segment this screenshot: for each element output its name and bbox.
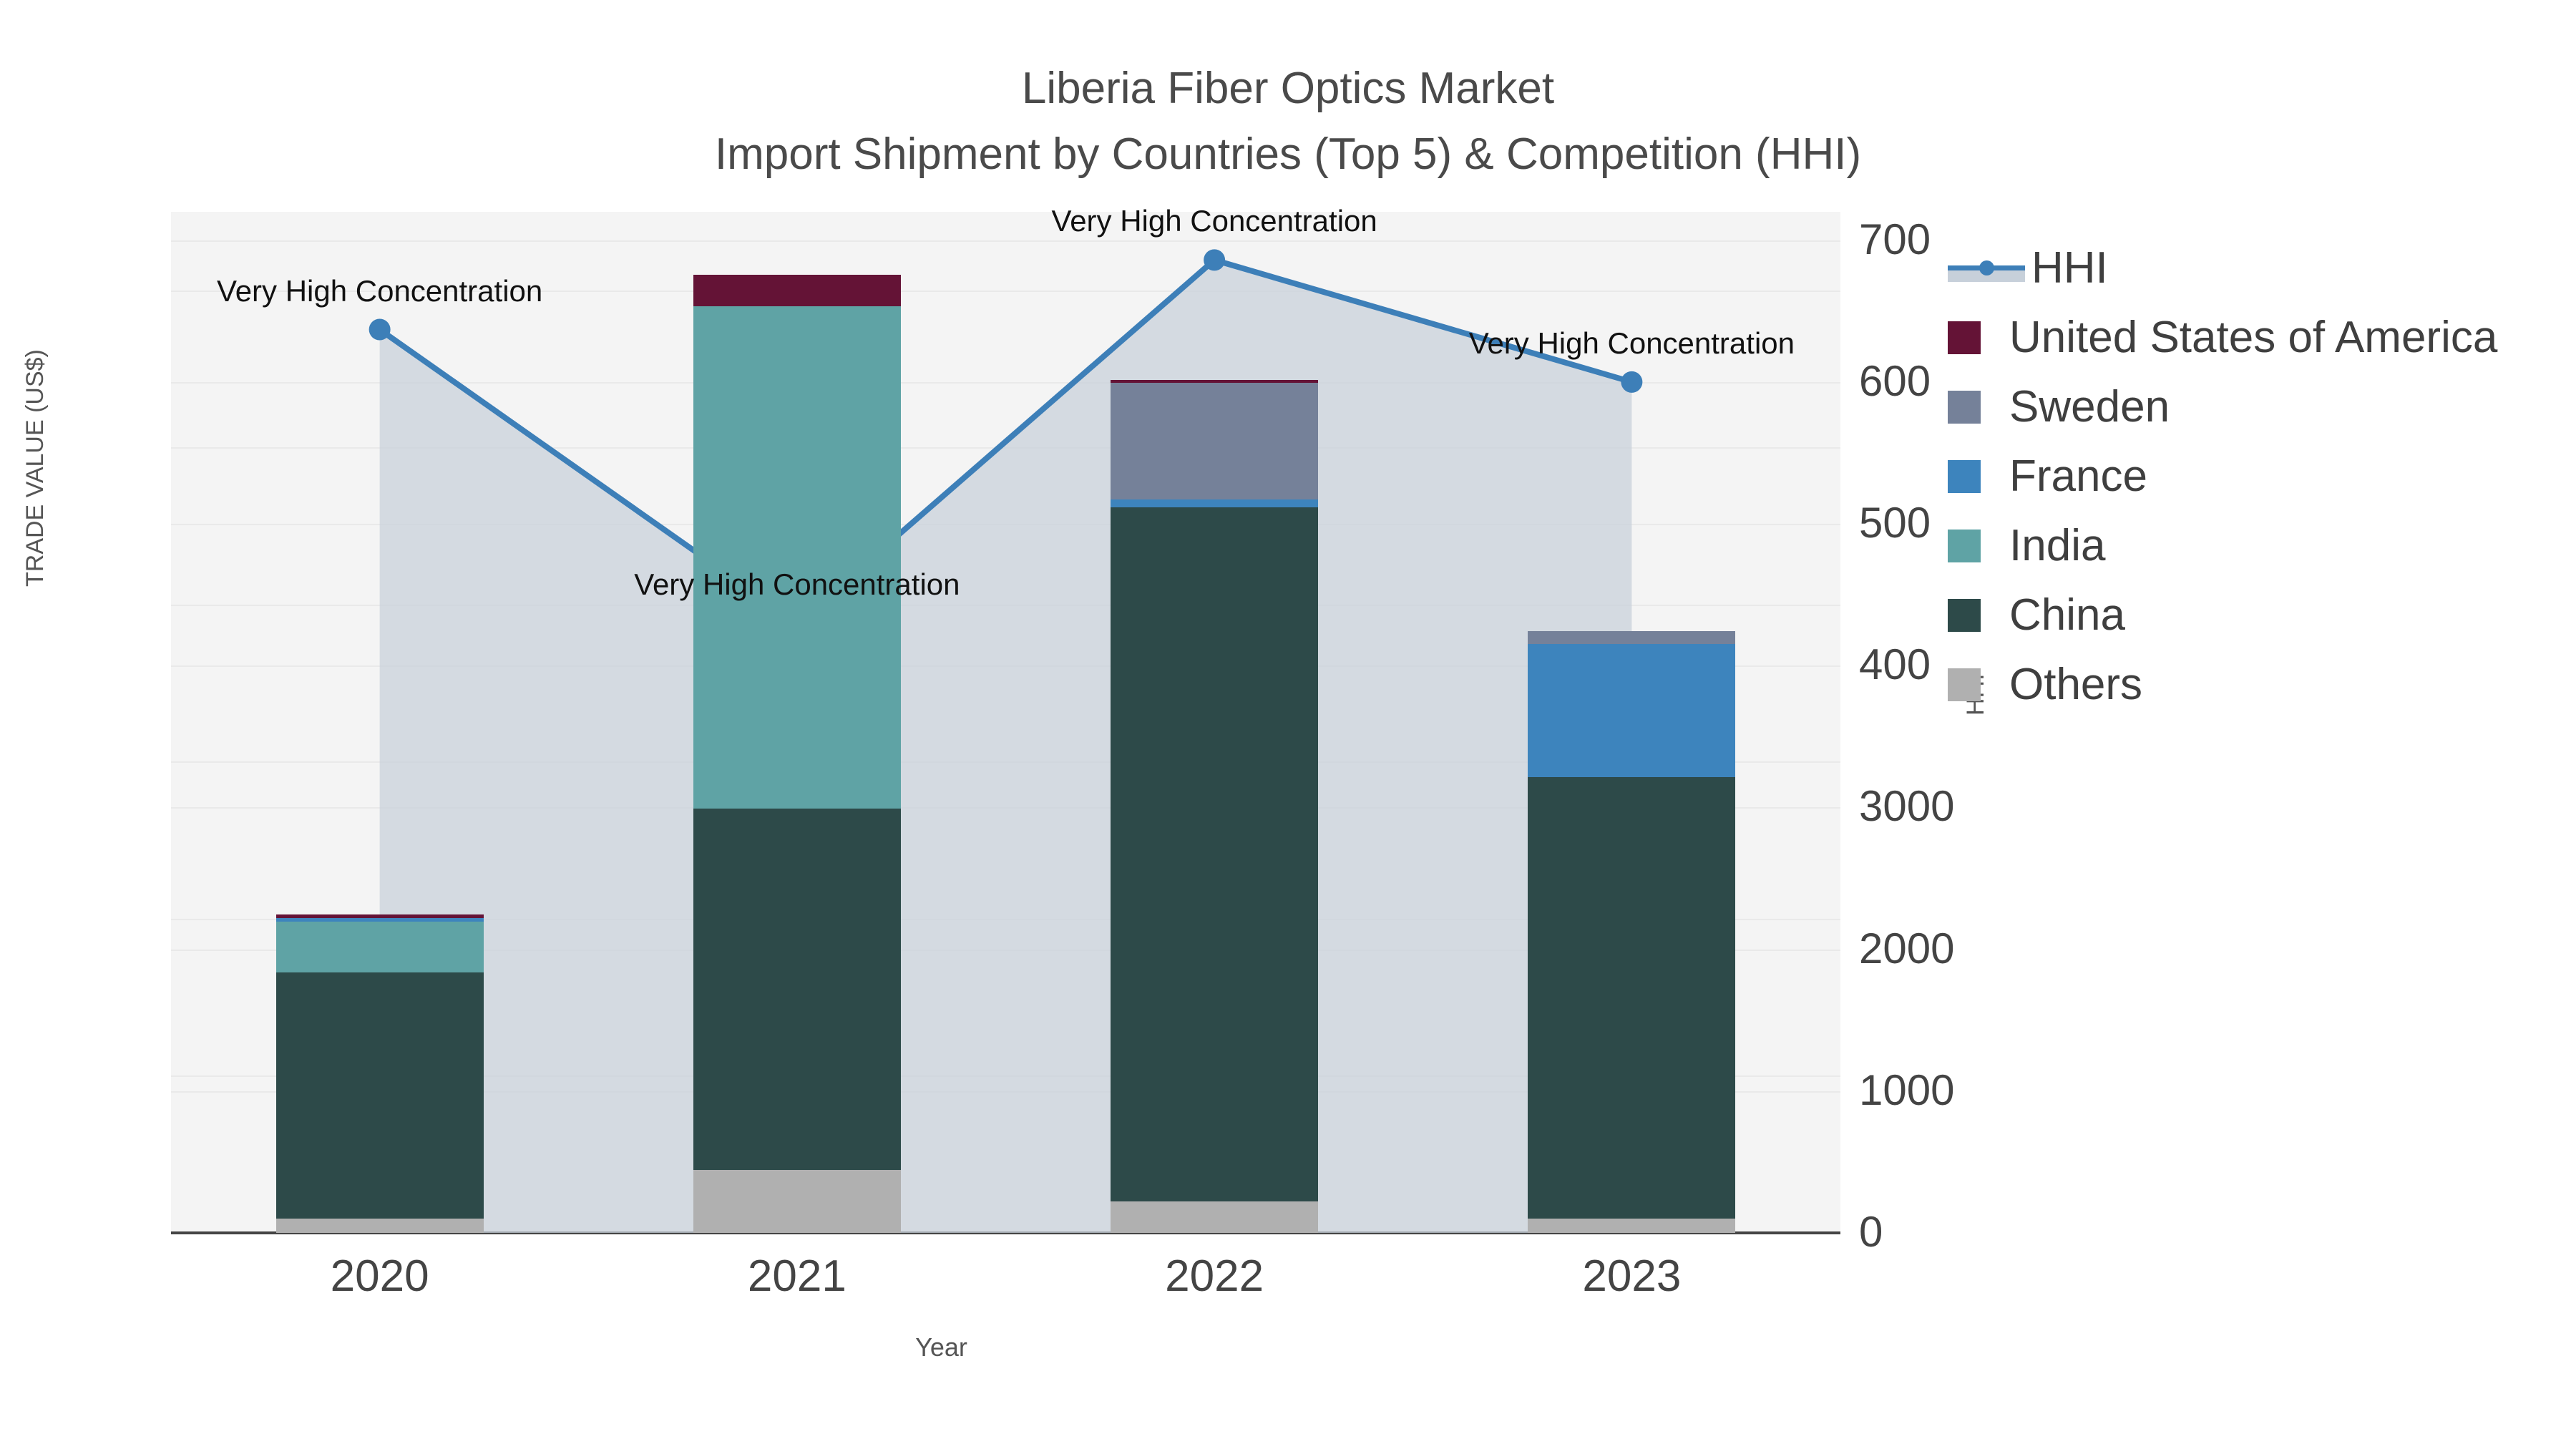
legend-line-dot [1979,260,1994,275]
legend-color-swatch [1948,390,1981,424]
legend-item-label: India [2009,520,2106,570]
bar-segment[interactable] [1528,631,1736,644]
y-axis-label-left: TRADE VALUE (US$) [21,349,49,587]
x-axis-tick: 2021 [747,1252,847,1301]
bar-segment[interactable] [693,1170,901,1233]
concentration-annotation: Very High Concentration [634,567,960,601]
bar-segment[interactable] [1111,499,1319,507]
bar-segment[interactable] [693,306,901,809]
bar-segment[interactable] [693,274,901,306]
y-axis-tick-right: 0 [1859,1208,1883,1256]
legend-item-label: Sweden [2009,381,2170,431]
legend-color-swatch [1948,598,1981,632]
legend-color-swatch [1948,321,1981,354]
bar-segment[interactable] [1111,1201,1319,1233]
x-axis-tick: 2022 [1165,1252,1264,1301]
legend-color-swatch [1948,529,1981,562]
legend-item-china[interactable]: China [1948,580,2497,650]
bar-segment[interactable] [1528,777,1736,1219]
gridline-secondary [171,240,1840,242]
bar-segment[interactable] [275,914,484,918]
legend-line-icon [1948,252,2025,285]
legend-item-label: France [2009,451,2147,501]
bar-segment[interactable] [1111,507,1319,1202]
y-axis-tick-right: 600 [1859,356,1931,405]
legend-color-swatch [1948,459,1981,493]
legend-item-label: Others [2009,659,2143,709]
x-axis-tick: 2020 [330,1252,429,1301]
y-axis-tick-right: 3000 [1859,782,1955,831]
hhi-line[interactable] [378,256,1633,627]
y-axis-tick-right: 700 [1859,215,1931,263]
bar-segment[interactable] [1111,379,1319,384]
bar-segment[interactable] [693,809,901,1171]
concentration-annotation: Very High Concentration [1468,326,1795,360]
gridline-secondary [171,381,1840,384]
hhi-data-point[interactable] [1621,371,1643,393]
bar-segment[interactable] [275,972,484,1219]
chart-title: Liberia Fiber Optics Market [1021,64,1555,113]
bar-segment[interactable] [275,922,484,972]
bar-segment[interactable] [1528,1219,1736,1233]
y-axis-tick-right: 400 [1859,640,1931,689]
hhi-area-fill [379,260,1632,1233]
concentration-annotation: Very High Concentration [1051,204,1377,238]
chart-subtitle: Import Shipment by Countries (Top 5) & C… [714,130,1862,179]
legend-item-others[interactable]: Others [1948,650,2497,719]
gridline [171,290,1840,292]
legend-item-sweden[interactable]: Sweden [1948,372,2497,441]
concentration-annotation: Very High Concentration [216,273,543,308]
legend-item-india[interactable]: India [1948,511,2497,580]
legend-color-swatch [1948,668,1981,701]
bar-segment[interactable] [1528,643,1736,778]
legend-item-label: United States of America [2009,312,2498,362]
legend-area-band [1948,270,2025,282]
hhi-data-point[interactable] [369,318,391,341]
legend-item-united-states-of-america[interactable]: United States of America [1948,303,2497,372]
bar-segment[interactable] [1111,383,1319,499]
legend-item-france[interactable]: France [1948,441,2497,511]
y-axis-tick-right: 2000 [1859,924,1955,972]
x-axis-line [171,1231,1840,1234]
bar-segment[interactable] [275,917,484,922]
bar-segment[interactable] [275,1219,484,1233]
x-axis-tick: 2023 [1582,1252,1682,1301]
legend-item-label: China [2009,590,2125,640]
x-axis-label: Year [915,1332,967,1362]
legend-item-label: HHI [2031,243,2108,293]
y-axis-tick-right: 500 [1859,499,1931,547]
chart-title-block: Liberia Fiber Optics Market Import Shipm… [0,56,2576,187]
chart-legend: HHI United States of America Sweden France I… [1948,233,2497,719]
y-axis-tick-right: 1000 [1859,1065,1955,1114]
legend-item-hhi[interactable]: HHI [1948,233,2497,303]
hhi-data-point[interactable] [1204,249,1226,271]
